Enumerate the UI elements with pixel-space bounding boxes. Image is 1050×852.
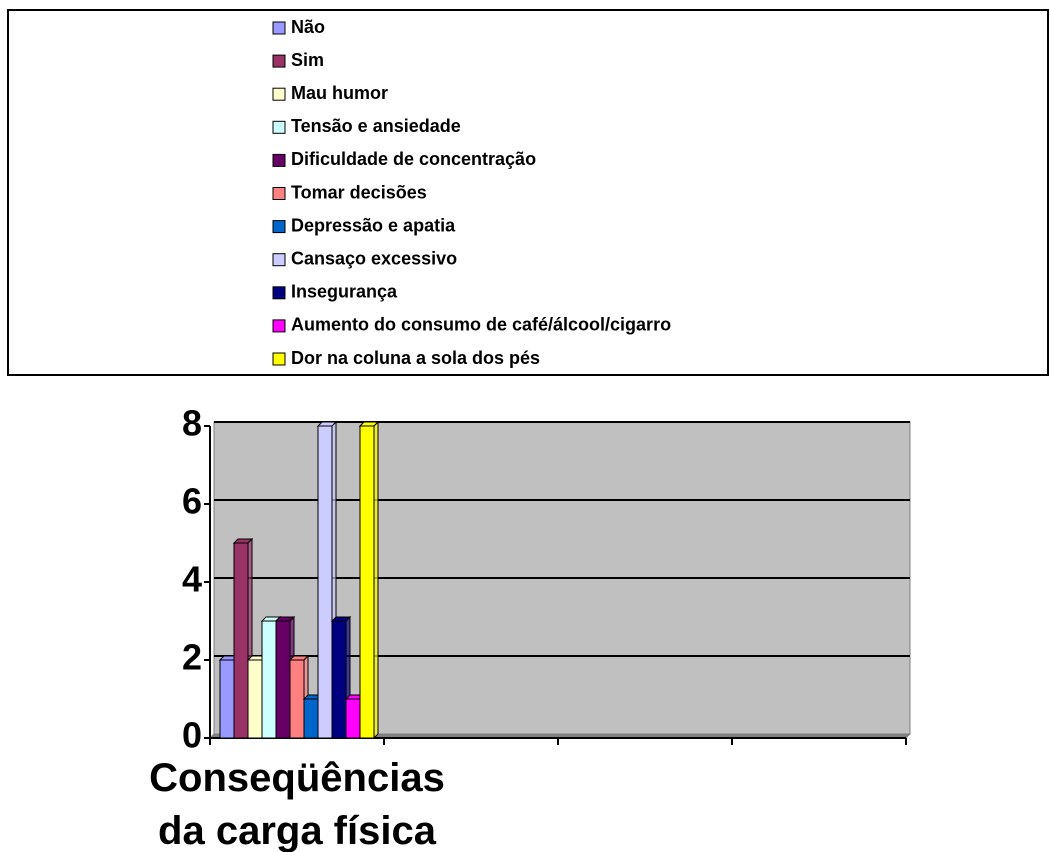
legend-swatch xyxy=(272,54,286,68)
legend-swatch xyxy=(272,220,286,234)
bar-front xyxy=(233,542,249,739)
legend-label: Dificuldade de concentração xyxy=(291,149,536,169)
legend-box xyxy=(7,9,1049,376)
legend-label: Tomar decisões xyxy=(291,182,427,202)
bar-front xyxy=(247,659,263,739)
legend-swatch xyxy=(272,352,286,366)
legend-label: Dor na coluna a sola dos pés xyxy=(291,348,540,368)
bar-front xyxy=(359,425,375,739)
legend-label: Aumento do consumo de café/álcool/cigarr… xyxy=(291,315,671,335)
legend-label: Cansaço excessivo xyxy=(291,248,457,268)
legend-label: Não xyxy=(291,17,325,37)
legend-swatch xyxy=(272,319,286,333)
bar-front xyxy=(317,425,333,739)
y-tick-label: 4 xyxy=(182,559,202,600)
bar-front xyxy=(303,698,319,739)
legend-swatch xyxy=(272,187,286,200)
legend-label: Insegurança xyxy=(291,282,398,302)
legend-swatch xyxy=(272,286,286,300)
legend-label: Mau humor xyxy=(291,83,388,103)
bar-front xyxy=(345,698,361,739)
legend-swatch xyxy=(272,120,286,134)
x-tick-label: Conseqüências da carga física xyxy=(149,756,445,852)
legend-swatch xyxy=(272,253,286,267)
y-tick-label: 0 xyxy=(182,715,202,756)
legend-label: Sim xyxy=(291,50,324,70)
legend-swatch xyxy=(272,21,286,35)
bar-front xyxy=(219,659,235,739)
legend-label: Tensão e ansiedade xyxy=(291,116,461,136)
y-tick-label: 2 xyxy=(182,637,202,678)
bar-front xyxy=(275,620,291,739)
bar-front xyxy=(289,659,305,739)
bar-front xyxy=(261,620,277,739)
bar xyxy=(358,420,380,740)
bar-front xyxy=(331,620,347,739)
legend-label: Depressão e apatia xyxy=(291,215,456,235)
bar-side xyxy=(373,420,379,740)
legend-swatch xyxy=(272,87,286,101)
y-tick-label: 6 xyxy=(182,481,202,522)
y-tick-label: 8 xyxy=(182,403,202,444)
legend-swatch xyxy=(272,153,286,167)
